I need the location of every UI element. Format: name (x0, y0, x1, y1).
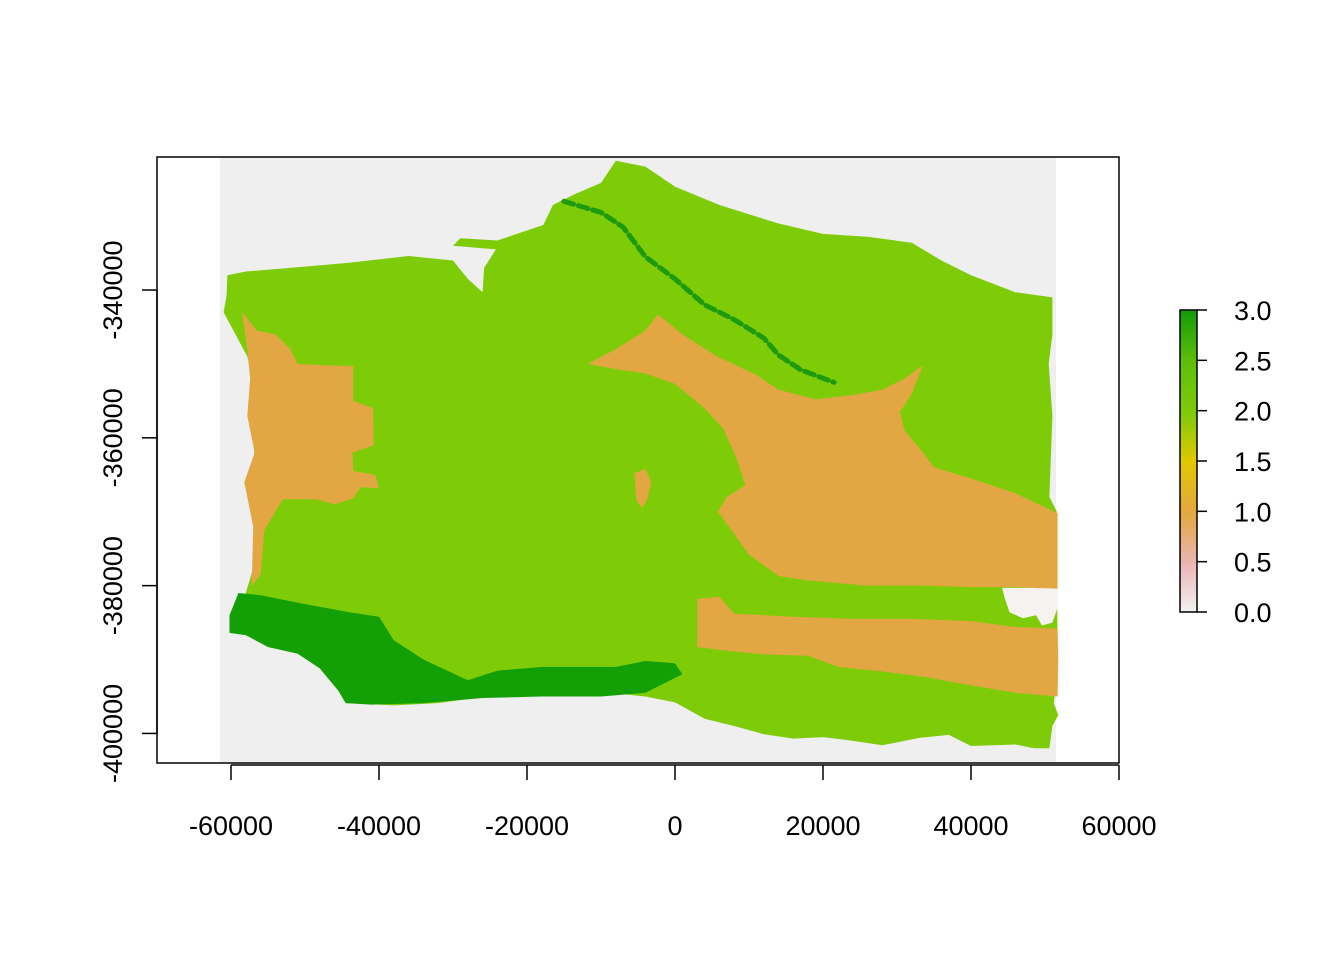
region-small-orange (634, 468, 652, 508)
legend-tick-label: 1.5 (1234, 447, 1272, 477)
legend-tick-label: 3.0 (1234, 296, 1272, 326)
y-tick-label: -380000 (98, 536, 128, 635)
legend-tick-label: 1.0 (1234, 497, 1272, 527)
y-axis: -340000 -360000 -380000 -400000 (98, 240, 158, 783)
x-axis: -60000 -40000 -20000 0 20000 40000 60000 (189, 764, 1157, 841)
x-tick-label: -20000 (485, 811, 569, 841)
y-tick-label: -400000 (98, 684, 128, 783)
x-tick-label: 40000 (933, 811, 1008, 841)
x-tick-label: 20000 (785, 811, 860, 841)
raster-regions (223, 160, 1059, 749)
y-tick-label: -360000 (98, 388, 128, 487)
region-land (223, 160, 1059, 749)
region-white-patch (1002, 587, 1058, 626)
x-tick-label: -60000 (189, 811, 273, 841)
region-west-orange (242, 312, 379, 586)
legend-tick-label: 2.5 (1234, 346, 1272, 376)
raster-layer (219, 157, 1059, 763)
legend-colorbar (1179, 309, 1198, 613)
region-south-orange (697, 596, 1059, 697)
legend-tick-label: 0.0 (1234, 598, 1272, 628)
region-coastal-green (229, 593, 683, 705)
legend-tick-label: 0.5 (1234, 548, 1272, 578)
region-central-orange (587, 314, 1058, 590)
x-tick-label: 0 (667, 811, 682, 841)
color-legend: 0.0 0.5 1.0 1.5 2.0 2.5 3.0 (1179, 296, 1272, 628)
region-northern-dark-band (561, 198, 837, 385)
x-tick-label: -40000 (337, 811, 421, 841)
x-tick-label: 60000 (1081, 811, 1156, 841)
legend-tick-label: 2.0 (1234, 397, 1272, 427)
y-tick-label: -340000 (98, 240, 128, 339)
